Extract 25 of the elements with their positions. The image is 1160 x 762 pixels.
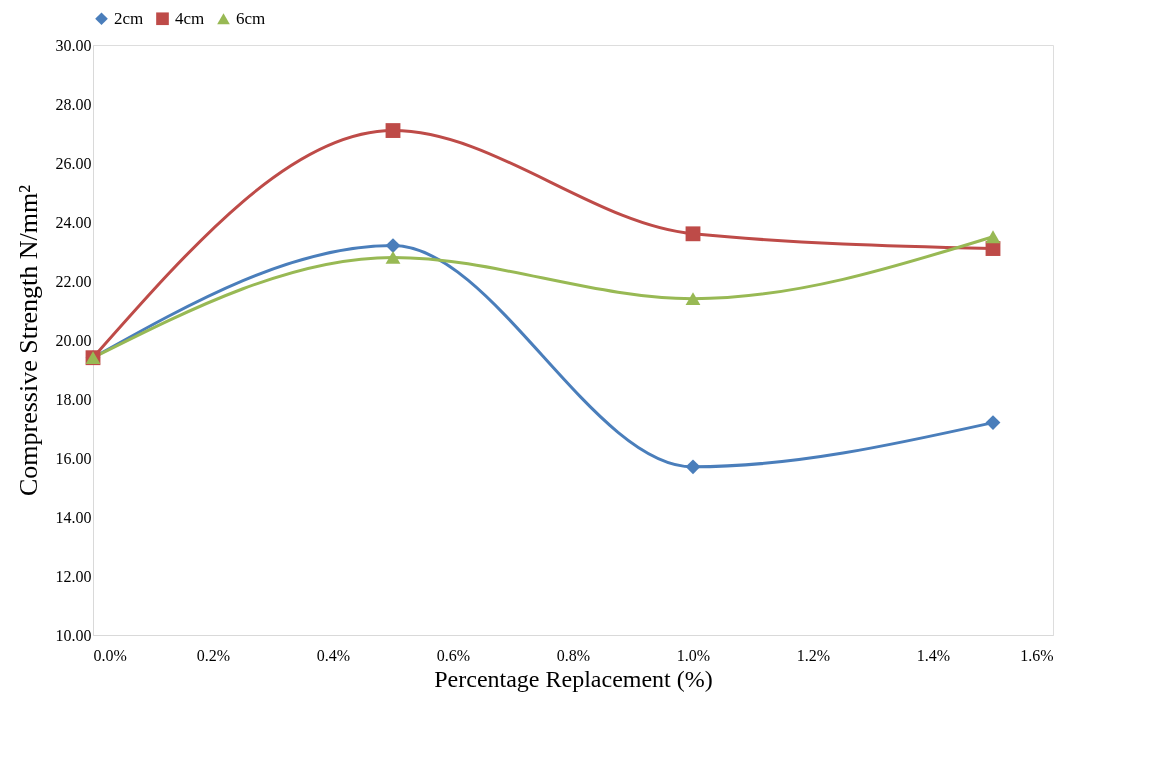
x-tick-label: 0.6% [436, 646, 471, 664]
y-tick-label: 28.00 [55, 95, 92, 113]
legend-label: 6cm [236, 8, 266, 28]
x-tick-label: 0.4% [316, 646, 351, 664]
y-tick-label: 24.00 [55, 213, 92, 231]
y-tick-label: 14.00 [55, 508, 92, 526]
x-tick-label: 0.0% [93, 646, 127, 664]
x-tick-label: 0.8% [556, 646, 591, 664]
y-tick-label: 18.00 [55, 390, 92, 408]
x-tick-label: 1.2% [796, 646, 831, 664]
x-tick-label: 1.0% [676, 646, 711, 664]
y-axis-title: Compressive Strength N/mm² [13, 184, 43, 497]
legend-label: 4cm [175, 8, 205, 28]
x-axis-title: Percentage Replacement (%) [434, 665, 713, 692]
y-tick-label: 22.00 [55, 272, 92, 290]
legend-label: 2cm [114, 8, 144, 28]
x-tick-label: 1.4% [916, 646, 951, 664]
y-tick-label: 30.00 [55, 36, 92, 54]
y-tick-label: 20.00 [55, 331, 92, 349]
x-tick-label: 0.2% [196, 646, 231, 664]
y-tick-label: 12.00 [55, 567, 92, 585]
y-tick-label: 16.00 [55, 449, 92, 467]
y-tick-label: 26.00 [55, 154, 92, 172]
y-tick-label: 10.00 [55, 626, 92, 644]
x-tick-label: 1.6% [1020, 646, 1054, 664]
